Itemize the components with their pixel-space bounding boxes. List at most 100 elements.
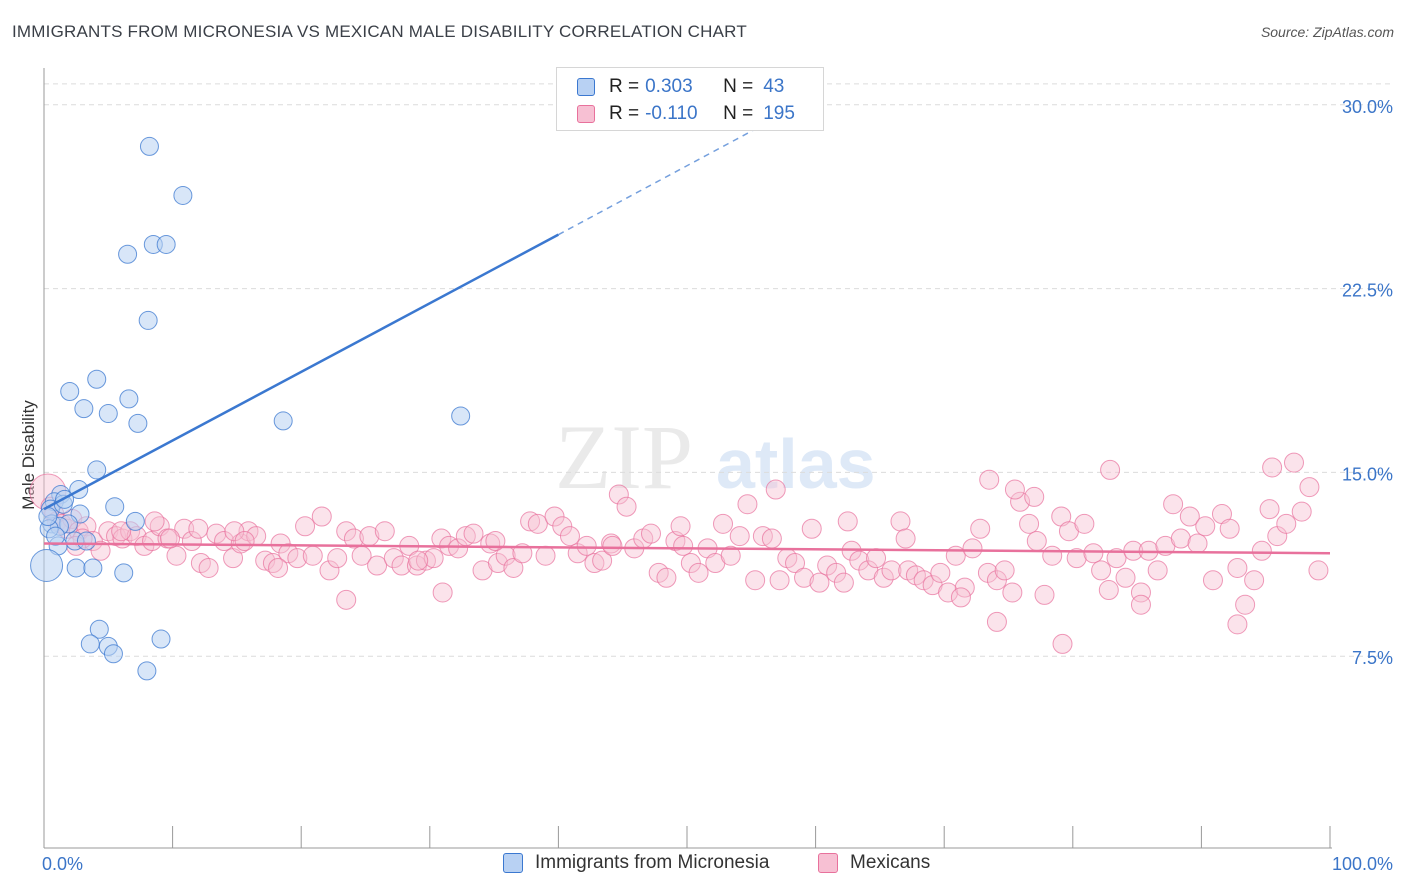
micronesia-point (80, 634, 100, 654)
mexicans-point (592, 550, 613, 571)
mexicans-point (1202, 570, 1223, 591)
mexicans-point (670, 516, 691, 537)
chart-title: IMMIGRANTS FROM MICRONESIA VS MEXICAN MA… (12, 22, 747, 41)
mexicans-point (1147, 560, 1168, 581)
series-legend-micronesia[interactable]: Immigrants from Micronesia (503, 852, 769, 874)
mexicans-point (809, 572, 830, 593)
legend-n-value: 43 (763, 76, 785, 97)
mexicans-point (833, 572, 854, 593)
micronesia-point (89, 619, 109, 639)
mexicans-point (881, 560, 902, 581)
mexicans-point (1091, 560, 1112, 581)
mexicans-point (311, 506, 332, 527)
mexicans-point (503, 557, 524, 578)
series-legend-mexicans[interactable]: Mexicans (818, 852, 930, 874)
mexicans-point (1052, 633, 1073, 654)
mexicans-point (1235, 594, 1256, 615)
mexicans-point (713, 513, 734, 534)
mexicans-point (1024, 486, 1045, 507)
mexicans-point (432, 582, 453, 603)
mexicans-point (1130, 594, 1151, 615)
series-label: Immigrants from Micronesia (535, 852, 770, 873)
mexicans-point (1004, 479, 1025, 500)
mexicans-point (1002, 582, 1023, 603)
mexicans-point (986, 611, 1007, 632)
micronesia-point (128, 413, 148, 433)
mexicans-point (1262, 457, 1283, 478)
mexicans-point (1170, 528, 1191, 549)
micronesia-point (98, 404, 118, 424)
micronesia-point (138, 310, 158, 330)
mexicans-point (278, 543, 299, 564)
mexicans-point (1026, 531, 1047, 552)
mexicans-point (938, 582, 959, 603)
micronesia-point (118, 244, 138, 264)
mexicans-point (1130, 582, 1151, 603)
mexicans-point (383, 548, 404, 569)
mexicans-point (970, 518, 991, 539)
mexicans-point (1276, 513, 1297, 534)
mexicans-point (391, 555, 412, 576)
mexicans-point (448, 538, 469, 559)
mexicans-point (729, 526, 750, 547)
mexicans-point (463, 523, 484, 544)
mexicans-point (336, 589, 357, 610)
legend-r-value: -0.110 (645, 103, 698, 124)
mexicans-point (1187, 533, 1208, 554)
mexicans-point (535, 545, 556, 566)
correlation-legend: R = 0.303 N = 43 R = -0.110 N = 195 (556, 67, 824, 131)
mexicans-point (1074, 513, 1095, 534)
mexicans-point (673, 535, 694, 556)
mexicans-point (408, 550, 429, 571)
mexicans-point (319, 560, 340, 581)
mexicans-point (576, 535, 597, 556)
micronesia-trend-line (43, 233, 559, 511)
mexicans-point (302, 545, 323, 566)
x-tick-label-min: 0.0% (42, 854, 83, 874)
mexicans-trend-line (43, 542, 1331, 555)
watermark-atlas: atlas (716, 425, 876, 503)
mexicans-point (188, 518, 209, 539)
mexicans-point (480, 533, 501, 554)
micronesia-point (451, 406, 471, 426)
mexicans-point (1100, 459, 1121, 480)
mexicans-point (761, 528, 782, 549)
micronesia-point (105, 497, 125, 517)
mexicans-point (1291, 501, 1312, 522)
mexicans-point (287, 548, 308, 569)
mexicans-point (1244, 570, 1265, 591)
micronesia-point (139, 136, 159, 156)
mexicans-point (1098, 580, 1119, 601)
mexicans-point (1115, 567, 1136, 588)
mexicans-point (520, 511, 541, 532)
legend-swatch-blue (577, 78, 595, 96)
micronesia-point (87, 369, 107, 389)
mexicans-point (785, 553, 806, 574)
y-tick-label: 15.0% (1342, 464, 1393, 484)
series-label: Mexicans (850, 852, 931, 873)
mexicans-point (1019, 513, 1040, 534)
legend-row-mexicans: R = -0.110 N = 195 (577, 101, 795, 127)
micronesia-point (137, 661, 157, 681)
mexicans-point (527, 513, 548, 534)
mexicans-point (234, 531, 255, 552)
y-tick-label: 30.0% (1342, 97, 1393, 117)
micronesia-point (74, 399, 94, 419)
mexicans-point (198, 557, 219, 578)
mexicans-point (930, 562, 951, 583)
micronesia-point (83, 558, 103, 578)
mexicans-point (512, 543, 533, 564)
micronesia-point (66, 558, 86, 578)
mexicans-point (1083, 543, 1104, 564)
mexicans-point (979, 469, 1000, 490)
x-tick-label-max: 100.0% (1332, 854, 1393, 874)
mexicans-point (616, 496, 637, 517)
mexicans-point (1299, 477, 1320, 498)
mexicans-point (608, 484, 629, 505)
mexicans-point (255, 550, 276, 571)
mexicans-point (745, 570, 766, 591)
mexicans-point (688, 562, 709, 583)
mexicans-point (1227, 614, 1248, 635)
mexicans-point (559, 526, 580, 547)
mexicans-point (1308, 560, 1329, 581)
